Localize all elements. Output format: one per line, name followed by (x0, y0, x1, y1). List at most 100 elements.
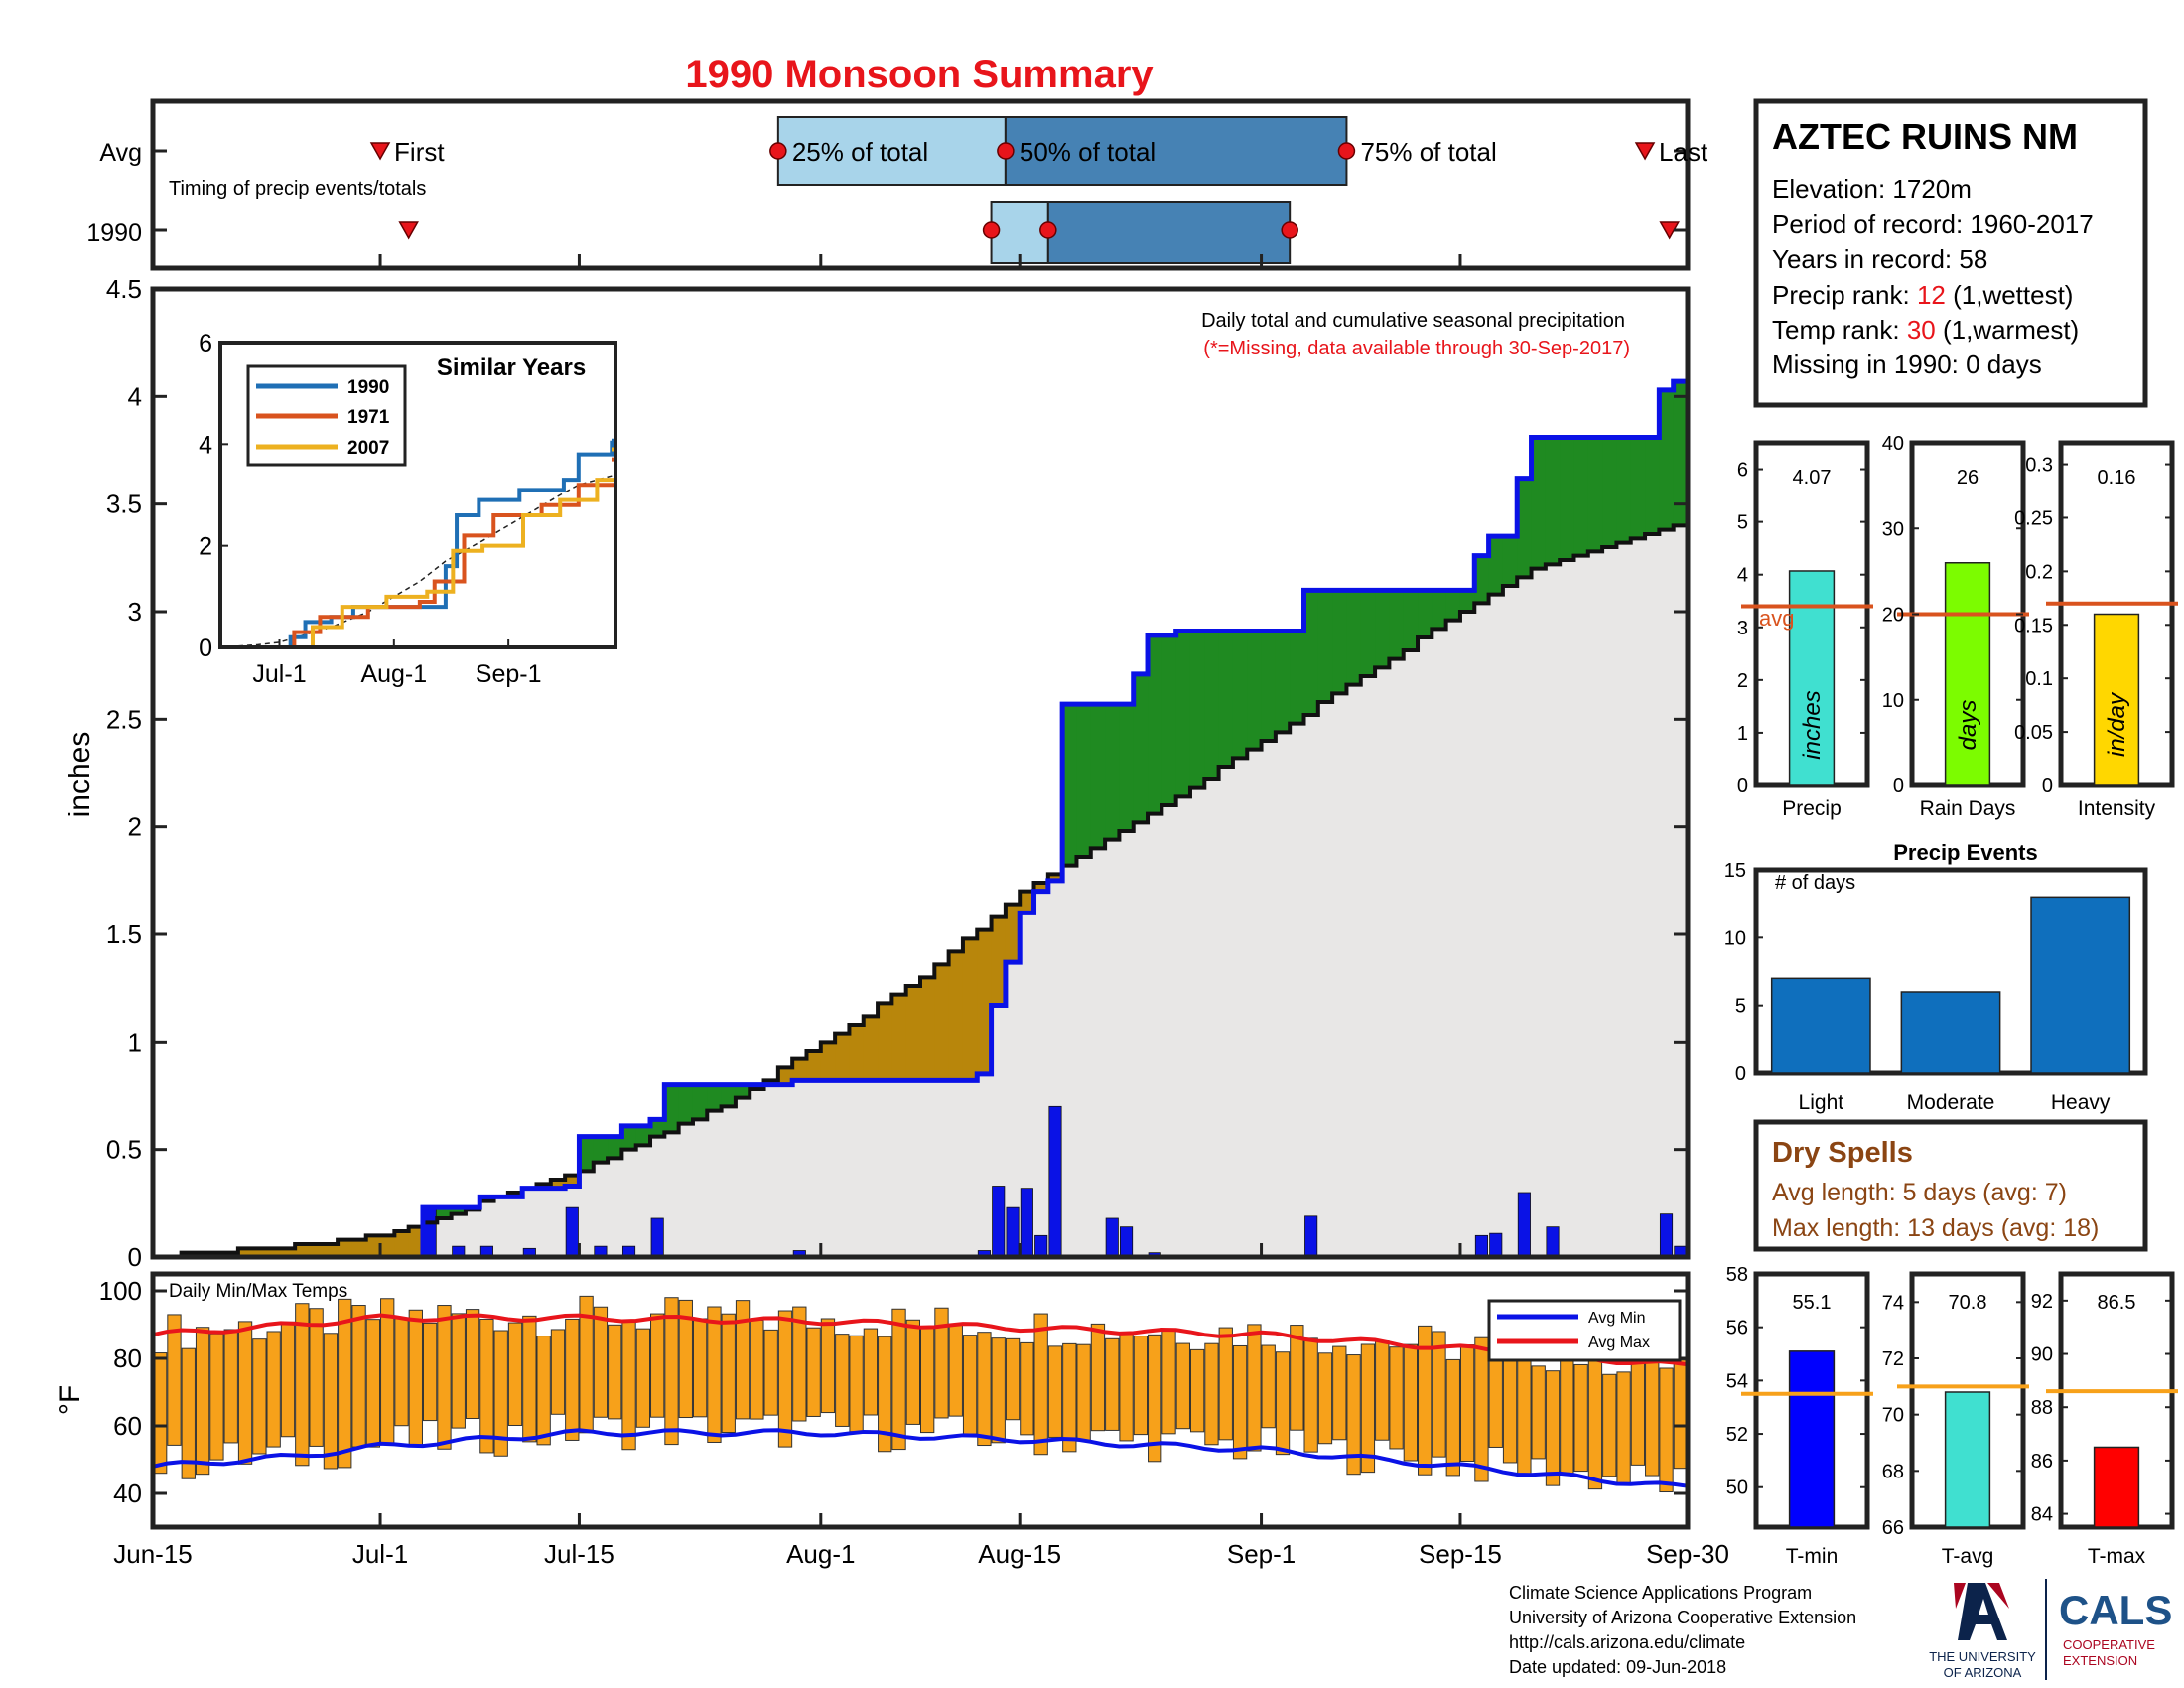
timing-year-p25-box (990, 201, 1049, 264)
precip-departure-day (1105, 704, 1121, 840)
precip-departure-day (437, 1207, 453, 1218)
precip-departure-day (678, 1084, 694, 1124)
station-info: AZTEC RUINS NM Elevation: 1720m Period o… (1753, 98, 2148, 408)
precip-y-tick-label: 3.5 (106, 490, 142, 519)
precip-departure-day (948, 951, 964, 1081)
precip-departure-day (905, 986, 921, 1081)
avg-min-line (152, 1428, 1689, 1488)
daily-temp-range-bar (1303, 1337, 1318, 1453)
intensity-panel: 0 0.05 0.1 0.15 0.2 0.25 0.3 (2014, 440, 2178, 797)
daily-temp-range-bar (1403, 1343, 1419, 1462)
daily-temp-range-bar (962, 1335, 978, 1435)
precip-total-panel-tick-label: 1 (1737, 723, 1748, 745)
daily-temp-range-bar (863, 1328, 879, 1416)
daily-temp-range-bar (1432, 1331, 1446, 1458)
tavg-value: 70.8 (1949, 1292, 1987, 1314)
precip-departure-day (735, 1084, 751, 1098)
daily-temp-range-bar (650, 1313, 665, 1418)
precip-departure-day (550, 1180, 566, 1189)
precip-departure-day (1189, 631, 1205, 788)
timing-avg-last-marker (1634, 142, 1656, 161)
daily-temp-range-bar (167, 1314, 182, 1446)
date-x-axis: Jun-15 Jul-1 Jul-15 Aug-1 Aug-15 Sep-1 Sep-15 S… (113, 254, 1729, 1569)
dry-spells-max: Max length: 13 days (avg: 18) (1772, 1214, 2099, 1242)
temp-plot (152, 1295, 1689, 1493)
raindays-bar-label: Rain Days (1920, 797, 2016, 820)
daily-temp-range-bar (1418, 1325, 1433, 1476)
daily-temp-range-bar (536, 1336, 551, 1446)
similar-years-title: Similar Years (437, 354, 586, 381)
inset-y-tick-label: 6 (199, 330, 212, 357)
precip-departure-day (792, 1058, 808, 1081)
daily-temp-range-bar (1474, 1336, 1489, 1482)
ua-line-2: OF ARIZONA (1944, 1665, 2022, 1680)
daily-temp-range-bar (621, 1319, 636, 1451)
precip-departure-day (266, 1248, 282, 1257)
precip-departure-day (1119, 704, 1135, 831)
daily-temp-range-bar (878, 1336, 892, 1453)
timing-boxes (369, 116, 1680, 264)
precip-departure-day (777, 1067, 793, 1085)
intensity-panel-tick-label: 0.15 (2014, 615, 2053, 636)
timing-year-p50-marker (1039, 221, 1057, 239)
figure-title: 1990 Monsoon Summary (685, 53, 1154, 96)
daily-temp-range-bar (280, 1321, 296, 1438)
precip-departure-day (579, 1136, 595, 1172)
daily-temp-range-bar (678, 1299, 693, 1419)
precip-departure-day (835, 1033, 851, 1081)
precip-departure-day (1047, 874, 1063, 881)
daily-temp-range-bar (365, 1319, 381, 1448)
precip-departure-day (1232, 631, 1248, 759)
daily-temp-range-bar (1275, 1351, 1291, 1456)
daily-temp-range-bar (1389, 1346, 1404, 1450)
daily-temp-range-bar (451, 1313, 466, 1429)
precip-avg-label: avg (1759, 606, 1794, 631)
similar-years-axes: 0 2 4 6 Jul-1 Aug-1 Sep-1 (199, 330, 541, 688)
tmax-label: T-max (2088, 1545, 2146, 1568)
daily-temp-range-bar (750, 1319, 764, 1420)
intensity-panel-tick-label: 0.05 (2014, 722, 2053, 744)
precip-y-tick-label: 4.5 (106, 274, 142, 304)
precip-y-tick-label: 0.5 (106, 1135, 142, 1165)
precip-departure-day (1375, 590, 1390, 668)
avg-max-line (152, 1313, 1689, 1367)
tavg-panel-tick-label: 70 (1882, 1405, 1904, 1427)
footer: Climate Science Applications Program Uni… (1509, 1579, 2172, 1680)
precip-departure-day (593, 1136, 609, 1163)
precip-events-bar (1770, 977, 1871, 1074)
dry-spells-title: Dry Spells (1772, 1137, 1913, 1169)
station-temp-rank: Temp rank: 30 (1,warmest) (1772, 315, 2079, 345)
precip-departure-day (1587, 437, 1603, 552)
daily-temp-range-bar (920, 1326, 935, 1434)
daily-precip-bar (992, 1186, 1006, 1258)
tmin-panel-tick-label: 56 (1726, 1318, 1748, 1339)
daily-temp-range-bar (1047, 1345, 1063, 1438)
precip-departure-day (1247, 631, 1263, 750)
precip-departure-day (1290, 631, 1305, 724)
tavg-panel-tick-label: 66 (1882, 1517, 1904, 1539)
precip-departure-day (1261, 631, 1277, 741)
daily-temp-range-bar (1360, 1343, 1376, 1474)
date-tick-label: Sep-15 (1419, 1539, 1502, 1569)
station-missing: Missing in 1990: 0 days (1772, 350, 2042, 379)
daily-temp-range-bar (223, 1329, 238, 1444)
precip-departure-day (1332, 590, 1348, 694)
cals-coop-2: EXTENSION (2063, 1653, 2137, 1668)
daily-temp-range-bar (707, 1306, 722, 1443)
daily-temp-range-bar (593, 1306, 609, 1418)
rain-days-panel-tick-label: 0 (1893, 775, 1904, 797)
daily-temp-range-bar (1033, 1313, 1048, 1456)
timing-avg-p25-box (776, 116, 1007, 186)
daily-precip-bar (1105, 1217, 1119, 1258)
daily-temp-range-bar (351, 1305, 366, 1448)
precip-departure-day (820, 1042, 836, 1081)
precip-departure-day (1090, 704, 1106, 849)
daily-temp-range-bar (835, 1334, 850, 1427)
rain-days-panel-tick-label: 10 (1882, 690, 1904, 712)
daily-temp-range-bar (1175, 1342, 1190, 1430)
daily-temp-range-bar (721, 1313, 736, 1434)
intensity-bar-unit: in/day (2104, 691, 2130, 757)
precip-departure-day (1076, 704, 1092, 857)
precip-departure-day (621, 1125, 637, 1150)
precip-departure-day (323, 1244, 339, 1257)
